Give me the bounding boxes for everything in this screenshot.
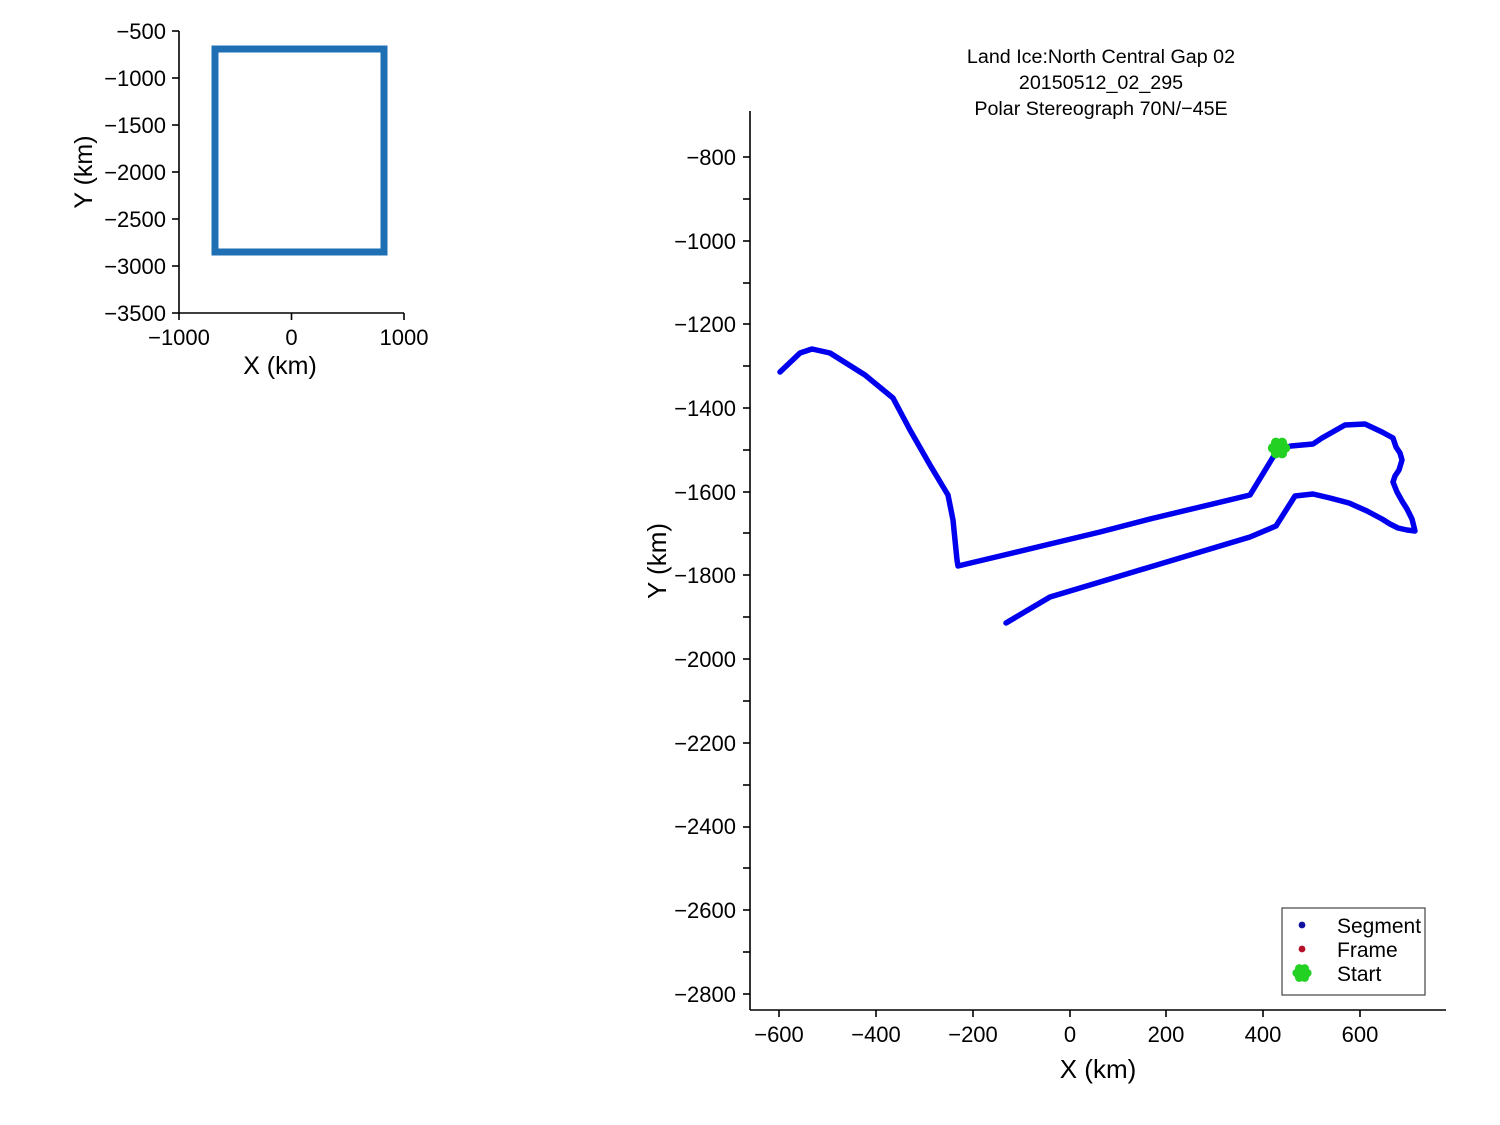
svg-text:−600: −600	[754, 1022, 804, 1047]
svg-text:−3500: −3500	[104, 301, 166, 326]
svg-text:X (km): X (km)	[1060, 1054, 1137, 1084]
svg-text:−500: −500	[116, 19, 166, 44]
svg-text:−2800: −2800	[674, 982, 736, 1007]
svg-text:0: 0	[285, 325, 297, 350]
svg-text:Segment: Segment	[1337, 915, 1421, 938]
svg-text:−2000: −2000	[104, 160, 166, 185]
svg-text:−3000: −3000	[104, 254, 166, 279]
svg-text:−2400: −2400	[674, 814, 736, 839]
svg-text:−1000: −1000	[148, 325, 210, 350]
svg-text:X (km): X (km)	[243, 352, 317, 380]
svg-text:−2000: −2000	[674, 647, 736, 672]
svg-text:−1400: −1400	[674, 396, 736, 421]
svg-text:−1000: −1000	[674, 229, 736, 254]
svg-text:600: 600	[1342, 1022, 1379, 1047]
svg-text:Polar Stereograph 70N/−45E: Polar Stereograph 70N/−45E	[974, 98, 1227, 120]
svg-text:−1600: −1600	[674, 480, 736, 505]
svg-text:200: 200	[1148, 1022, 1185, 1047]
svg-text:−200: −200	[948, 1022, 998, 1047]
svg-text:0: 0	[1064, 1022, 1076, 1047]
svg-text:−800: −800	[686, 145, 736, 170]
svg-text:400: 400	[1245, 1022, 1282, 1047]
svg-text:−2500: −2500	[104, 207, 166, 232]
svg-text:Y (km): Y (km)	[642, 523, 672, 599]
svg-text:−2200: −2200	[674, 731, 736, 756]
svg-text:−1000: −1000	[104, 66, 166, 91]
svg-text:Start: Start	[1337, 963, 1382, 986]
svg-text:Land Ice:North Central Gap: Land Ice:North Central Gap 02	[967, 46, 1235, 68]
svg-text:20150512_02_295: 20150512_02_295	[1019, 72, 1183, 94]
svg-text:−400: −400	[851, 1022, 901, 1047]
svg-text:−1200: −1200	[674, 312, 736, 337]
svg-text:Y (km): Y (km)	[70, 135, 98, 208]
svg-text:−1800: −1800	[674, 563, 736, 588]
svg-text:1000: 1000	[380, 325, 429, 350]
svg-text:−1500: −1500	[104, 113, 166, 138]
svg-text:Frame: Frame	[1337, 939, 1398, 962]
svg-text:−2600: −2600	[674, 898, 736, 923]
